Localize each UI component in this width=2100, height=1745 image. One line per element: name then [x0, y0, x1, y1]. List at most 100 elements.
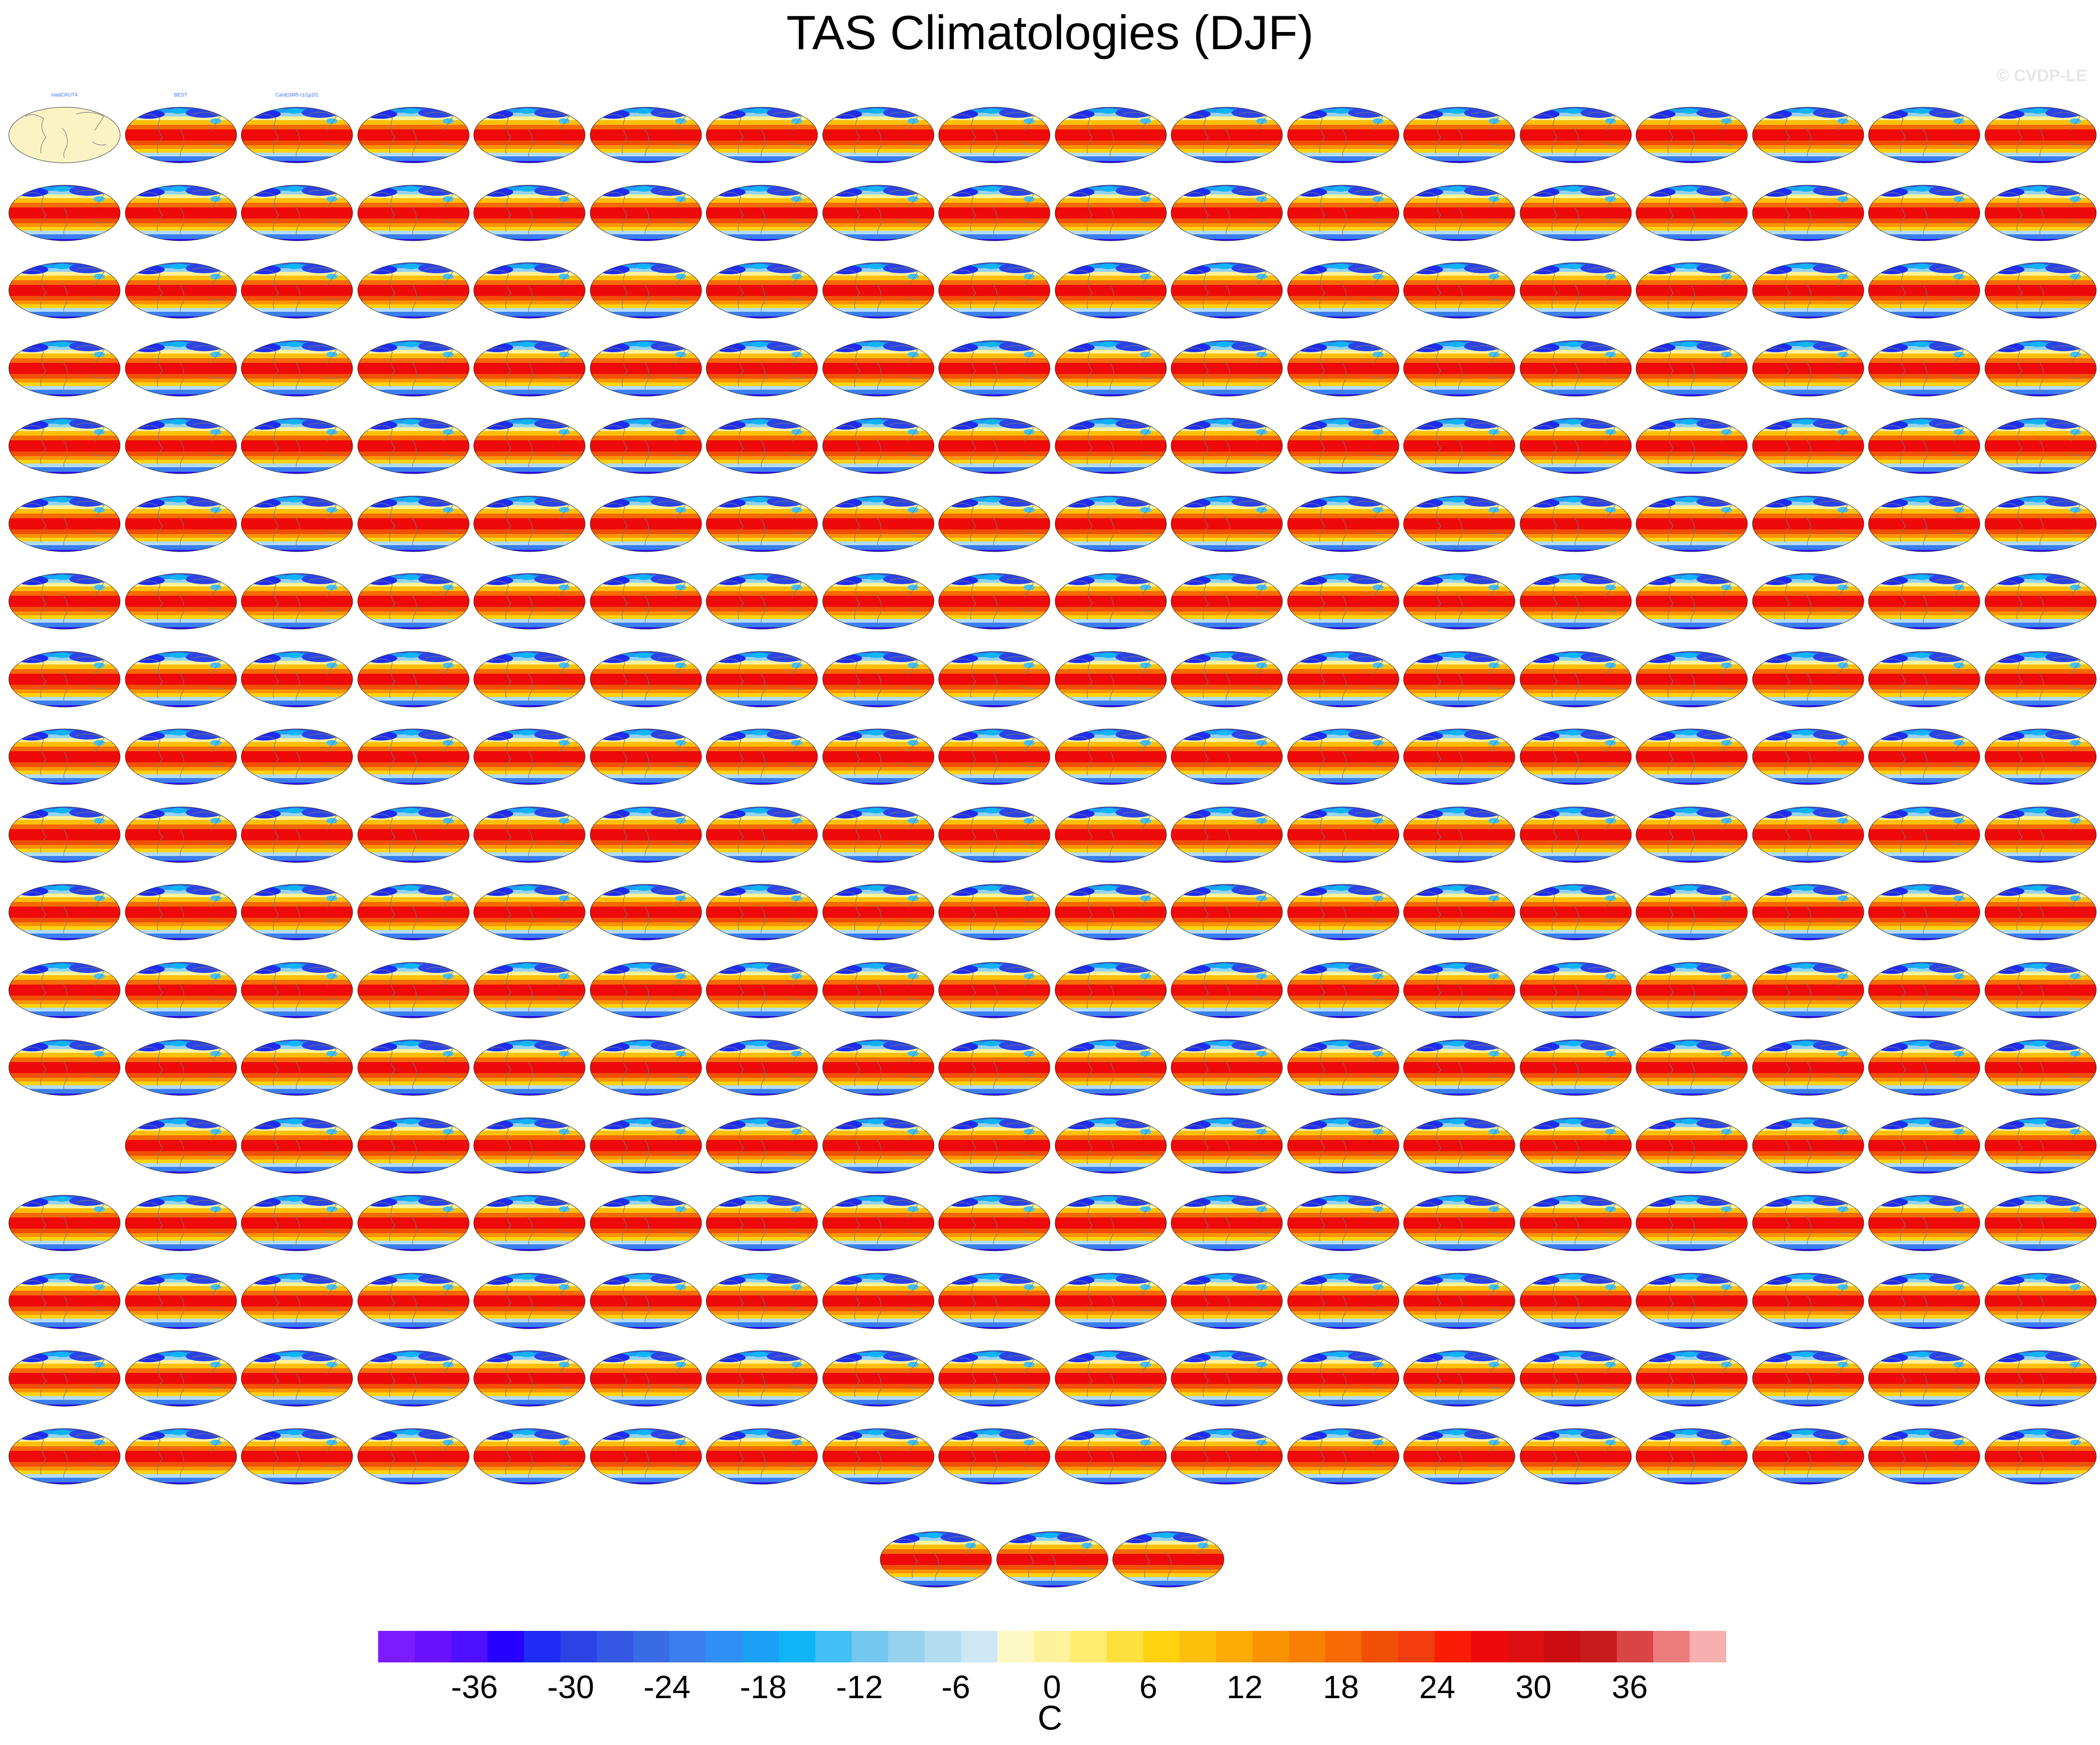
tas-map: [1171, 962, 1283, 1018]
map-panel: [6, 479, 122, 563]
tas-map: [822, 1039, 934, 1096]
tas-map: [1403, 1039, 1515, 1096]
tas-map: [1868, 340, 1980, 396]
tas-map: [473, 262, 586, 319]
tas-map: [241, 1117, 353, 1173]
tas-map: [938, 262, 1050, 319]
tas-map: [241, 107, 353, 163]
tas-map: [1636, 573, 1748, 630]
map-panel: [704, 90, 820, 174]
map-panel: [1518, 712, 1634, 796]
tas-map: [1868, 1428, 1980, 1484]
tas-map: [1112, 1531, 1224, 1588]
map-panel: [1285, 946, 1401, 1029]
map-panel: [1983, 557, 2099, 640]
map-panel: [936, 479, 1052, 563]
map-panel: [936, 90, 1052, 174]
tas-map: [1055, 262, 1166, 319]
map-panel: [1866, 246, 1982, 329]
tas-map: [1984, 107, 2096, 163]
map-panel: [1750, 1101, 1866, 1185]
tas-map: [1752, 340, 1864, 396]
tas-map: [938, 651, 1050, 707]
map-panel: [1983, 1023, 2099, 1107]
map-panel: [1169, 868, 1285, 951]
map-panel: [1169, 90, 1285, 174]
tas-map: [822, 418, 934, 474]
map-panel: [1401, 401, 1517, 485]
tas-map: [8, 1195, 121, 1251]
tas-map: [1984, 1273, 2096, 1329]
tas-map: [1984, 1350, 2096, 1407]
tas-map: [706, 1117, 818, 1173]
tas-map: [590, 651, 702, 707]
map-panel: [1634, 946, 1750, 1029]
tas-map: [1520, 884, 1631, 940]
map-panel: [1983, 868, 2099, 951]
tas-map: [590, 728, 702, 785]
tas-map: [1055, 418, 1166, 474]
colorbar-swatch: [1252, 1631, 1289, 1662]
tas-map: [822, 806, 934, 863]
tas-map: [1868, 1195, 1980, 1251]
colorbar-swatch: [1361, 1631, 1398, 1662]
map-panel: [355, 90, 471, 174]
map-panel: [123, 712, 239, 796]
map-panel: [355, 1412, 471, 1495]
tas-map: [125, 107, 237, 163]
map-panel: [355, 479, 471, 563]
map-panel: [355, 946, 471, 1029]
map-panel: [123, 324, 239, 407]
tas-map: [1287, 1039, 1399, 1096]
tas-map: [8, 1428, 121, 1484]
map-panel: [1750, 1178, 1866, 1262]
tas-map: [938, 1117, 1050, 1173]
map-panel: [1750, 1256, 1866, 1340]
map-panel: [471, 557, 587, 640]
map-panel: [1285, 1412, 1401, 1495]
colorbar-swatch: [560, 1631, 597, 1662]
map-panel: [1053, 557, 1169, 640]
map-panel: [1518, 1023, 1634, 1107]
map-panel: [1983, 1178, 2099, 1262]
map-panel: [1401, 635, 1517, 718]
map-panel: [1518, 168, 1634, 252]
map-panel: [1750, 712, 1866, 796]
colorbar-swatch: [1434, 1631, 1471, 1662]
map-panel: [1983, 790, 2099, 874]
tas-map: [938, 728, 1050, 785]
tas-map: [473, 496, 586, 552]
map-panel: [936, 168, 1052, 252]
tas-map: [706, 1428, 818, 1484]
map-panel: [1750, 90, 1866, 174]
tas-map: [1520, 1273, 1631, 1329]
map-panel: [1983, 712, 2099, 796]
tas-map: [1055, 884, 1166, 940]
tas-map: [1752, 185, 1864, 241]
tas-map: [590, 1117, 702, 1173]
colorbar-swatch: [997, 1631, 1034, 1662]
map-panel: [471, 324, 587, 407]
tas-map: [1868, 651, 1980, 707]
map-panel: [239, 635, 355, 718]
tas-map: [1752, 1117, 1864, 1173]
tas-map: [706, 496, 818, 552]
map-panel: [1053, 712, 1169, 796]
tas-map: [1752, 573, 1864, 630]
tas-map: [706, 1273, 818, 1329]
tas-map: [357, 1273, 469, 1329]
tas-map: [1171, 1039, 1283, 1096]
map-panel: [1518, 1178, 1634, 1262]
map-panel: [1285, 324, 1401, 407]
tas-map: [8, 1273, 121, 1329]
tas-map: [938, 884, 1050, 940]
map-panel: [936, 1101, 1052, 1185]
map-panel: [1634, 246, 1750, 329]
colorbar-swatch: [1288, 1631, 1326, 1662]
tas-map: [1636, 651, 1748, 707]
tas-map: [706, 340, 818, 396]
tas-map: [1287, 496, 1399, 552]
map-panel: [1169, 946, 1285, 1029]
map-panel: [588, 712, 704, 796]
tas-map: [1752, 651, 1864, 707]
